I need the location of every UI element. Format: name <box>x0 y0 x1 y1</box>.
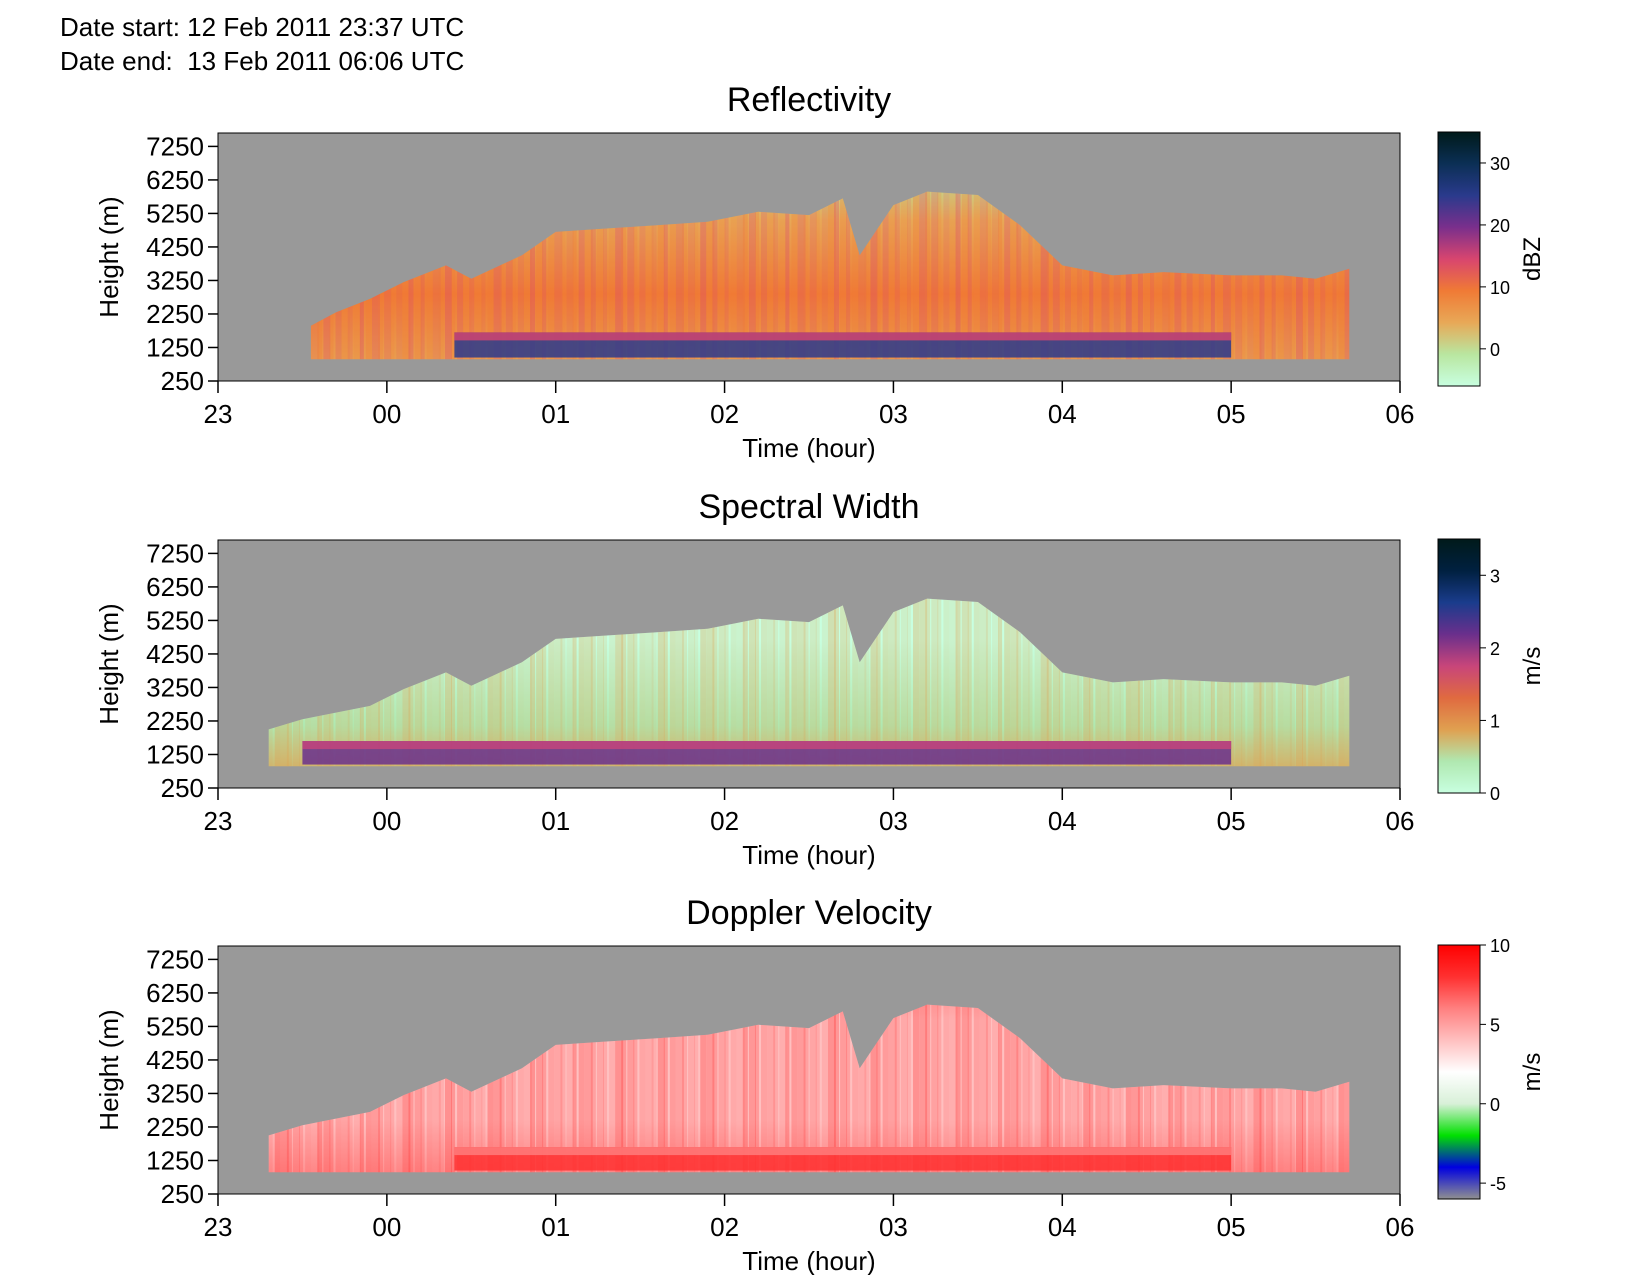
spectral-width-colorbar-label: m/s <box>1519 647 1546 686</box>
x-tick-label: 01 <box>541 806 570 836</box>
y-tick-label: 5250 <box>146 1011 204 1041</box>
x-tick-label: 01 <box>541 1212 570 1242</box>
y-tick-label: 4250 <box>146 232 204 262</box>
doppler-velocity-colorbar: 10 5 0 -5 m/s <box>1437 936 1546 1200</box>
colorbar-tick-label: 0 <box>1490 784 1500 804</box>
colorbar-tick-label: 10 <box>1490 278 1510 298</box>
x-tick-label: 04 <box>1048 806 1077 836</box>
doppler-velocity-xlabel: Time (hour) <box>742 1246 875 1275</box>
x-tick-label: 00 <box>372 399 401 429</box>
date-end-value: 13 Feb 2011 06:06 UTC <box>187 46 465 76</box>
y-tick-label: 5250 <box>146 605 204 635</box>
spectral-width-title: Spectral Width <box>698 488 919 526</box>
x-tick-label: 05 <box>1217 1212 1246 1242</box>
x-tick-label: 06 <box>1386 806 1415 836</box>
y-tick-label: 7250 <box>146 538 204 568</box>
reflectivity-ylabel: Height (m) <box>94 196 124 317</box>
x-tick-label: 02 <box>710 806 739 836</box>
colorbar-tick-label: 20 <box>1490 216 1510 236</box>
y-tick-label: 2250 <box>146 299 204 329</box>
reflectivity-colorbar: 30 20 10 0 dBZ <box>1437 131 1546 387</box>
y-tick-label: 7250 <box>146 131 204 161</box>
spectral-width-colorbar: 3 2 1 0 m/s <box>1437 538 1546 804</box>
date-start-line: Date start: 12 Feb 2011 23:37 UTC <box>60 12 464 43</box>
x-tick-label: 04 <box>1048 1212 1077 1242</box>
spectral-width-xlabel: Time (hour) <box>742 840 875 870</box>
y-tick-label: 7250 <box>146 944 204 974</box>
y-tick-label: 4250 <box>146 1045 204 1075</box>
reflectivity-colorbar-label: dBZ <box>1519 237 1546 281</box>
x-tick-label: 03 <box>879 1212 908 1242</box>
y-tick-label: 1250 <box>146 739 204 769</box>
y-tick-label: 6250 <box>146 165 204 195</box>
date-start-value: 12 Feb 2011 23:37 UTC <box>187 12 465 42</box>
colorbar-tick-label: 1 <box>1490 711 1500 731</box>
y-tick-label: 6250 <box>146 572 204 602</box>
x-tick-label: 06 <box>1386 399 1415 429</box>
x-tick-label: 00 <box>372 806 401 836</box>
y-tick-label: 3250 <box>146 672 204 702</box>
x-tick-label: 02 <box>710 1212 739 1242</box>
colorbar-tick-label: 0 <box>1490 340 1500 360</box>
date-start-label: Date start: <box>60 12 180 42</box>
reflectivity-xlabel: Time (hour) <box>742 433 875 463</box>
x-tick-label: 03 <box>879 806 908 836</box>
y-tick-label: 250 <box>161 366 204 396</box>
x-tick-label: 23 <box>204 399 233 429</box>
doppler-velocity-colorbar-label: m/s <box>1519 1053 1546 1092</box>
date-end-line: Date end: 13 Feb 2011 06:06 UTC <box>60 46 464 77</box>
colorbar-tick-label: 30 <box>1490 154 1510 174</box>
colorbar-tick-label: -5 <box>1490 1174 1506 1194</box>
y-tick-label: 4250 <box>146 639 204 669</box>
y-tick-label: 2250 <box>146 706 204 736</box>
colorbar-tick-label: 2 <box>1490 639 1500 659</box>
spectral-width-ylabel: Height (m) <box>94 603 124 724</box>
x-tick-label: 05 <box>1217 806 1246 836</box>
reflectivity-title: Reflectivity <box>727 81 891 119</box>
x-tick-label: 03 <box>879 399 908 429</box>
colorbar-tick-label: 10 <box>1490 936 1510 956</box>
doppler-velocity-echo <box>268 1004 1350 1173</box>
colorbar-tick-label: 0 <box>1490 1095 1500 1115</box>
y-tick-label: 1250 <box>146 1145 204 1175</box>
y-tick-label: 5250 <box>146 198 204 228</box>
y-tick-label: 2250 <box>146 1112 204 1142</box>
doppler-velocity-title: Doppler Velocity <box>686 894 932 932</box>
y-tick-label: 3250 <box>146 265 204 295</box>
colorbar-tick-label: 3 <box>1490 566 1500 586</box>
y-tick-label: 3250 <box>146 1078 204 1108</box>
x-tick-label: 00 <box>372 1212 401 1242</box>
x-tick-label: 01 <box>541 399 570 429</box>
doppler-velocity-ylabel: Height (m) <box>94 1009 124 1130</box>
y-tick-label: 6250 <box>146 978 204 1008</box>
date-end-label: Date end: <box>60 46 173 76</box>
x-tick-label: 05 <box>1217 399 1246 429</box>
x-tick-label: 02 <box>710 399 739 429</box>
colorbar-tick-label: 5 <box>1490 1015 1500 1035</box>
x-tick-label: 06 <box>1386 1212 1415 1242</box>
y-tick-label: 1250 <box>146 332 204 362</box>
y-tick-label: 250 <box>161 773 204 803</box>
x-tick-label: 23 <box>204 806 233 836</box>
x-tick-label: 04 <box>1048 399 1077 429</box>
y-tick-label: 250 <box>161 1179 204 1209</box>
x-tick-label: 23 <box>204 1212 233 1242</box>
